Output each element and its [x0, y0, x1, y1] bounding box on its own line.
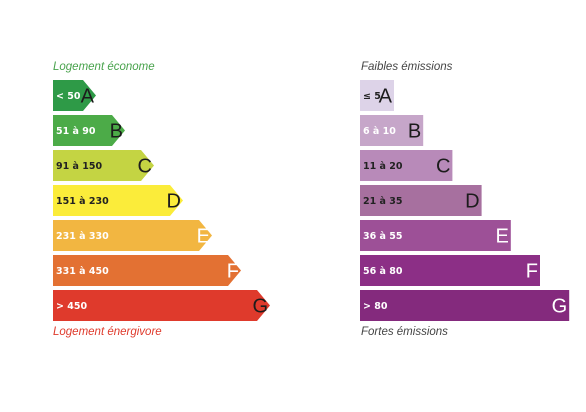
energy-bar-a — [53, 80, 96, 111]
ges-range-label-g: > 80 — [363, 301, 388, 312]
ges-class-letter-a: A — [379, 86, 393, 108]
ges-class-letter-f: F — [526, 261, 538, 283]
ges-range-label-a: ≤ 5 — [363, 91, 381, 102]
ges-range-label-d: 21 à 35 — [363, 196, 402, 207]
ges-range-label-b: 6 à 10 — [363, 126, 396, 137]
energy-range-label-b: 51 à 90 — [56, 126, 96, 137]
energy-range-label-g: > 450 — [56, 301, 87, 312]
energy-top-label: Logement économe — [53, 61, 155, 73]
ges-class-letter-c: C — [436, 156, 450, 178]
ges-class-letter-d: D — [465, 191, 479, 213]
ges-bar-f — [360, 255, 540, 286]
energy-range-label-f: 331 à 450 — [56, 266, 109, 277]
energy-class-letter-e: E — [197, 226, 210, 248]
ges-bar-b — [360, 115, 424, 146]
energy-class-letter-d: D — [167, 191, 181, 213]
energy-bar-d — [53, 185, 183, 216]
ges-range-label-c: 11 à 20 — [363, 161, 403, 172]
energy-bar-b — [53, 115, 125, 146]
energy-range-label-e: 231 à 330 — [56, 231, 109, 242]
energy-class-letter-a: A — [81, 86, 95, 108]
ges-class-letter-e: E — [495, 226, 508, 248]
ges-bar-a — [360, 80, 394, 111]
energy-class-letter-c: C — [138, 156, 152, 178]
ges-range-label-e: 36 à 55 — [363, 231, 402, 242]
ges-bar-e — [360, 220, 511, 251]
energy-range-label-c: 91 à 150 — [56, 161, 102, 172]
energy-range-label-d: 151 à 230 — [56, 196, 109, 207]
energy-bar-c — [53, 150, 154, 181]
ges-bar-d — [360, 185, 482, 216]
energy-class-letter-g: G — [252, 296, 268, 318]
ges-bottom-label: Fortes émissions — [361, 326, 448, 338]
ges-bar-g — [360, 290, 570, 321]
ges-class-letter-g: G — [552, 296, 568, 318]
energy-class-letter-f: F — [227, 261, 239, 283]
ges-class-letter-b: B — [408, 121, 421, 143]
energy-bar-e — [53, 220, 212, 251]
ges-range-label-f: 56 à 80 — [363, 266, 403, 277]
ges-bar-c — [360, 150, 453, 181]
energy-bottom-label: Logement énergivore — [53, 326, 162, 338]
energy-bar-g — [53, 290, 270, 321]
ges-top-label: Faibles émissions — [361, 61, 453, 73]
energy-range-label-a: < 50 — [56, 91, 81, 102]
energy-class-letter-b: B — [110, 121, 123, 143]
energy-bar-f — [53, 255, 241, 286]
